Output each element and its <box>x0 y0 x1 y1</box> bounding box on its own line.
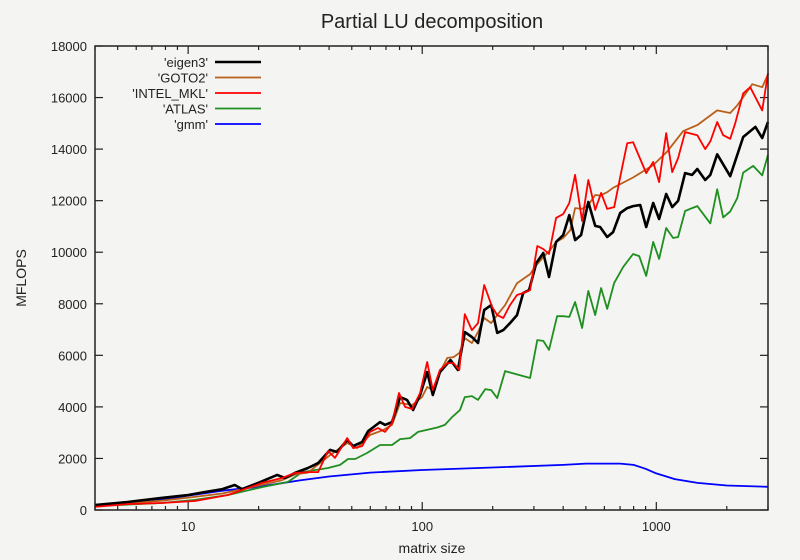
x-tick-label: 100 <box>411 519 433 534</box>
y-tick-label: 8000 <box>58 297 87 312</box>
legend-label: 'gmm' <box>174 117 208 132</box>
y-axis-title: MFLOPS <box>13 249 29 307</box>
axis-ticks: 0 2000 4000 6000 8000 10000 12000 14000 16000 180… <box>51 39 769 534</box>
legend-label: 'eigen3' <box>164 55 208 70</box>
y-tick-label: 2000 <box>58 451 87 466</box>
y-tick-label: 4000 <box>58 400 87 415</box>
y-tick-label: 6000 <box>58 348 87 363</box>
series-line-eigen3 <box>94 121 770 507</box>
series-line-intel_mkl <box>94 72 769 508</box>
series-layer <box>94 72 770 508</box>
legend-label: 'INTEL_MKL' <box>132 86 208 101</box>
x-tick-label: 10 <box>181 519 195 534</box>
legend: 'eigen3''GOTO2''INTEL_MKL''ATLAS''gmm' <box>132 55 261 132</box>
legend-label: 'ATLAS' <box>163 102 208 117</box>
series-line-atlas <box>94 154 769 507</box>
plot-frame <box>94 45 769 511</box>
chart-title: Partial LU decomposition <box>321 11 543 33</box>
series-line-gmm <box>94 462 769 506</box>
y-tick-label: 16000 <box>51 91 87 106</box>
y-tick-label: 14000 <box>51 142 87 157</box>
y-tick-label: 10000 <box>51 245 87 260</box>
y-tick-label: 18000 <box>51 39 87 54</box>
x-axis-title: matrix size <box>399 540 466 556</box>
y-tick-label: 0 <box>80 503 87 518</box>
y-tick-label: 12000 <box>51 194 87 209</box>
legend-label: 'GOTO2' <box>158 71 208 86</box>
x-tick-label: 1000 <box>642 519 671 534</box>
